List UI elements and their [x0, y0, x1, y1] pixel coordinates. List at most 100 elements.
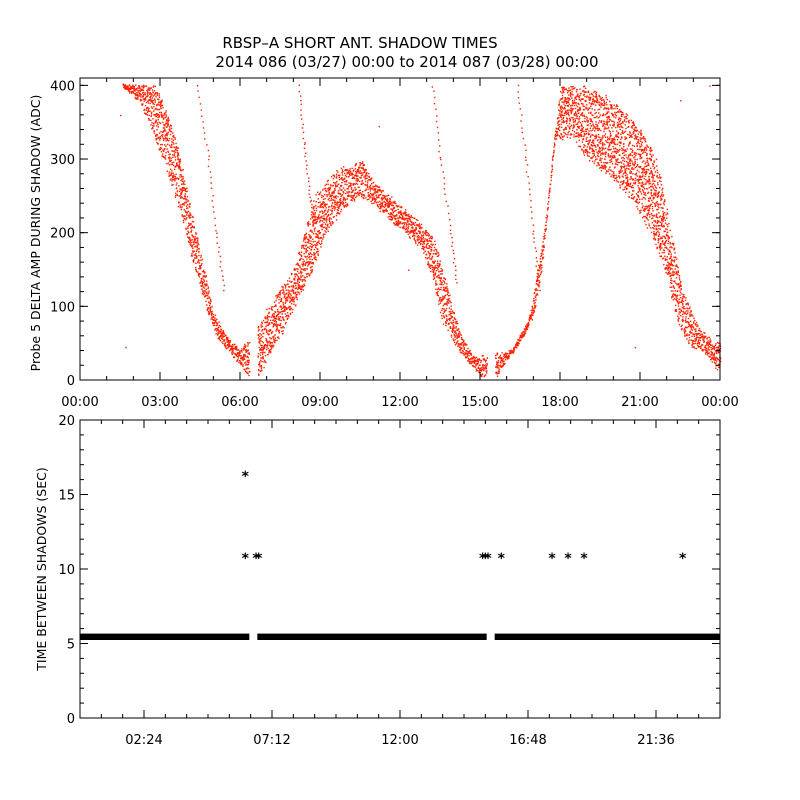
- shadow-point: [370, 183, 373, 185]
- shadow-point: [268, 333, 270, 335]
- shadow-point: [175, 149, 177, 151]
- shadow-point: [277, 318, 279, 320]
- shadow-point: [262, 349, 264, 351]
- shadow-point: [607, 148, 609, 150]
- shadow-point: [315, 221, 317, 223]
- shadow-point: [350, 188, 353, 190]
- shadow-point: [365, 169, 368, 171]
- shadow-point: [150, 119, 152, 122]
- shadow-point: [557, 128, 560, 131]
- shadow-point: [162, 156, 165, 159]
- shadow-point: [262, 347, 264, 349]
- shadow-point: [480, 367, 483, 369]
- shadow-point: [464, 356, 467, 358]
- shadow-point: [560, 114, 562, 117]
- shadow-point: [223, 339, 225, 341]
- shadow-point: [579, 94, 581, 97]
- shadow-point: [138, 95, 140, 97]
- shadow-point: [552, 155, 555, 157]
- shadow-point: [348, 175, 350, 178]
- shadow-point: [297, 252, 300, 255]
- shadow-point: [174, 146, 176, 148]
- shadow-point: [593, 116, 595, 119]
- shadow-point: [418, 224, 420, 226]
- shadow-point: [445, 321, 447, 324]
- shadow-point: [182, 181, 185, 183]
- shadow-point: [498, 357, 500, 359]
- shadow-point: [601, 149, 603, 152]
- shadow-point: [509, 350, 511, 352]
- shadow-point: [588, 93, 591, 96]
- shadow-point: [353, 194, 355, 196]
- shadow-point: [185, 227, 187, 230]
- shadow-point: [536, 279, 539, 281]
- shadow-point: [163, 130, 166, 132]
- shadow-point: [331, 211, 333, 213]
- shadow-point: [332, 177, 335, 180]
- shadow-point: [608, 118, 611, 121]
- shadow-point: [332, 192, 334, 195]
- shadow-point: [578, 107, 581, 109]
- shadow-point: [175, 194, 177, 197]
- shadow-point: [601, 97, 603, 99]
- shadow-point: [177, 147, 179, 149]
- shadow-point: [350, 199, 353, 201]
- shadow-point: [212, 318, 214, 321]
- shadow-point: [428, 257, 430, 259]
- shadow-point: [546, 209, 549, 211]
- shadow-point: [407, 215, 409, 217]
- shadow-point: [147, 109, 150, 111]
- shadow-point: [450, 315, 452, 317]
- shadow-point: [290, 290, 292, 292]
- shadow-point: [483, 358, 485, 360]
- shadow-point: [309, 218, 312, 220]
- shadow-point: [319, 224, 322, 227]
- shadow-point: [528, 319, 531, 322]
- shadow-point: [601, 166, 603, 168]
- shadow-point: [299, 286, 301, 288]
- shadow-point: [264, 328, 266, 330]
- shadow-point: [545, 217, 547, 219]
- shadow-point: [310, 248, 313, 251]
- shadow-point: [303, 252, 305, 255]
- shadow-point: [375, 188, 377, 190]
- shadow-point: [139, 100, 142, 102]
- shadow-point: [280, 305, 282, 307]
- shadow-point: [382, 210, 384, 213]
- shadow-point: [419, 226, 422, 229]
- shadow-point: [155, 125, 158, 127]
- shadow-point: [435, 282, 437, 284]
- shadow-point: [202, 284, 204, 287]
- shadow-point: [544, 230, 547, 233]
- shadow-point: [285, 308, 287, 310]
- shadow-point: [221, 338, 224, 341]
- shadow-point: [220, 332, 222, 334]
- shadow-point: [347, 194, 350, 196]
- shadow-point: [498, 368, 501, 371]
- shadow-point: [439, 297, 441, 299]
- shadow-point: [302, 285, 304, 288]
- shadow-point: [447, 318, 450, 320]
- shadow-point: [160, 113, 163, 115]
- shadow-point: [129, 88, 131, 91]
- shadow-point: [197, 243, 200, 246]
- shadow-point: [615, 134, 617, 136]
- shadow-point: [268, 323, 271, 325]
- shadow-point: [535, 299, 537, 301]
- shadow-point: [331, 213, 333, 215]
- shadow-point: [154, 108, 156, 111]
- shadow-point: [182, 189, 184, 191]
- shadow-point: [371, 177, 373, 179]
- shadow-point: [192, 226, 194, 228]
- shadow-point: [271, 314, 274, 316]
- shadow-point: [322, 236, 325, 238]
- shadow-point: [310, 252, 312, 255]
- shadow-point: [167, 151, 170, 153]
- shadow-point: [340, 184, 343, 187]
- shadow-point: [582, 103, 584, 105]
- shadow-point: [575, 98, 578, 101]
- shadow-point: [298, 291, 300, 294]
- shadow-point: [265, 344, 268, 347]
- shadow-point: [274, 341, 276, 344]
- shadow-point: [173, 178, 176, 181]
